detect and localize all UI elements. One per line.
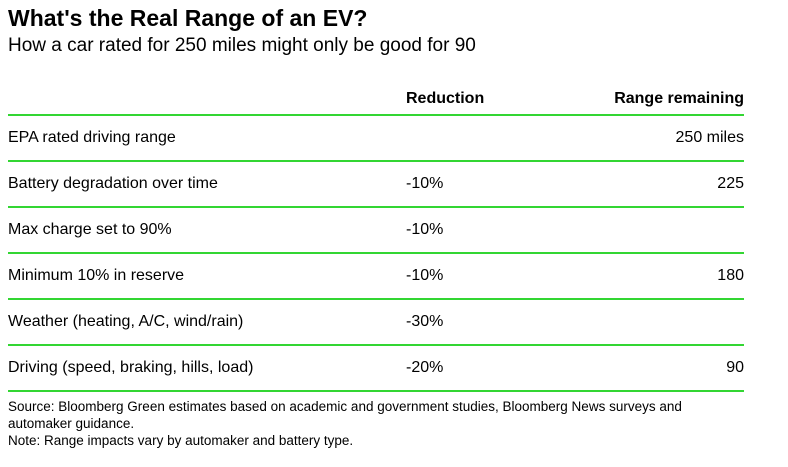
row-remaining: 250 miles — [576, 115, 744, 162]
row-reduction: -20% — [406, 345, 576, 392]
chart-container: What's the Real Range of an EV? How a ca… — [8, 4, 744, 449]
row-remaining: 225 — [576, 161, 744, 208]
row-reduction — [406, 115, 576, 162]
row-remaining: 180 — [576, 253, 744, 300]
row-reduction: -10% — [406, 253, 576, 300]
table-row: Battery degradation over time -10% 225 — [8, 161, 744, 208]
row-label: Battery degradation over time — [8, 161, 406, 208]
table-row: EPA rated driving range 250 miles — [8, 115, 744, 162]
chart-subtitle: How a car rated for 250 miles might only… — [8, 35, 476, 56]
chart-footer: Source: Bloomberg Green estimates based … — [8, 398, 744, 449]
row-reduction: -10% — [406, 161, 576, 208]
row-reduction: -10% — [406, 207, 576, 254]
table-header-row: Reduction Range remaining — [8, 84, 744, 116]
row-label: Minimum 10% in reserve — [8, 253, 406, 300]
range-table: Reduction Range remaining EPA rated driv… — [8, 84, 744, 392]
table-row: Max charge set to 90% -10% — [8, 207, 744, 254]
source-note: Source: Bloomberg Green estimates based … — [8, 399, 682, 431]
table-row: Driving (speed, braking, hills, load) -2… — [8, 345, 744, 392]
row-label: EPA rated driving range — [8, 115, 406, 162]
header-label — [8, 84, 406, 116]
header-reduction: Reduction — [406, 84, 576, 116]
chart-title: What's the Real Range of an EV? — [8, 5, 368, 31]
row-label: Driving (speed, braking, hills, load) — [8, 345, 406, 392]
row-label: Weather (heating, A/C, wind/rain) — [8, 299, 406, 346]
row-remaining: 90 — [576, 345, 744, 392]
table-row: Minimum 10% in reserve -10% 180 — [8, 253, 744, 300]
row-reduction: -30% — [406, 299, 576, 346]
footnote: Note: Range impacts vary by automaker an… — [8, 433, 354, 448]
table-row: Weather (heating, A/C, wind/rain) -30% — [8, 299, 744, 346]
row-remaining — [576, 207, 744, 254]
header-range-remaining: Range remaining — [576, 84, 744, 116]
row-remaining — [576, 299, 744, 346]
row-label: Max charge set to 90% — [8, 207, 406, 254]
